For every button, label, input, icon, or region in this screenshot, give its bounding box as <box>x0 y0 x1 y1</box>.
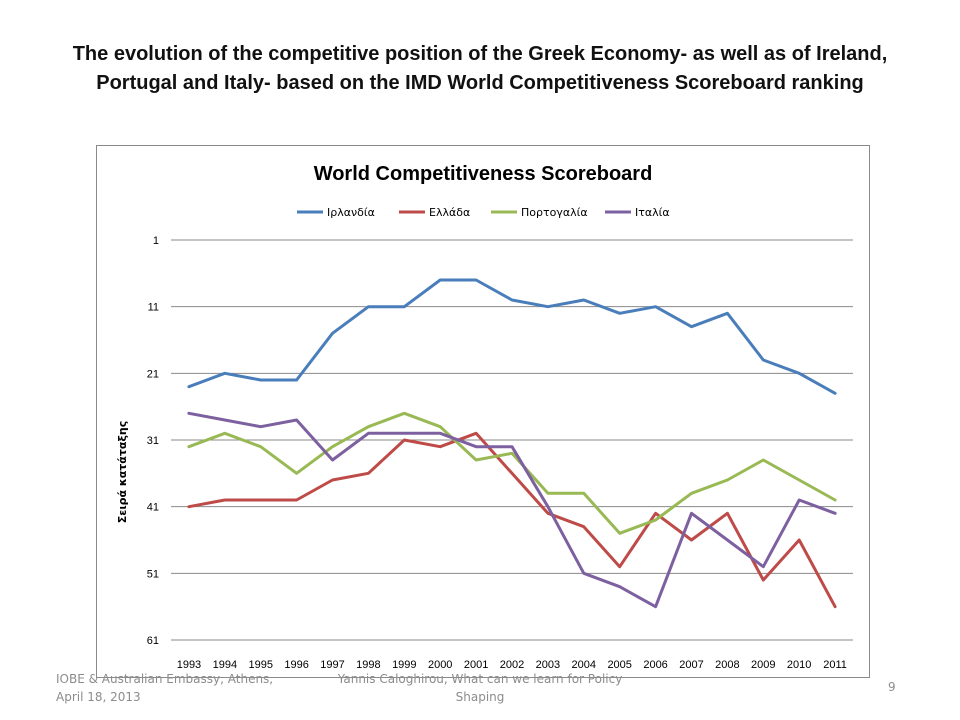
y-axis-title: Σειρά κατάταξης <box>116 421 129 524</box>
x-tick-label: 2002 <box>500 659 524 671</box>
y-tick-label: 11 <box>148 302 159 314</box>
x-tick-label: 1999 <box>392 659 416 671</box>
x-tick-label: 2001 <box>464 659 488 671</box>
y-tick-label: 51 <box>147 568 159 580</box>
legend-label: Ιταλία <box>635 206 670 219</box>
legend-label: Ελλάδα <box>429 206 470 219</box>
page-number: 9 <box>888 680 896 694</box>
y-tick-label: 41 <box>147 502 159 514</box>
series-lines <box>187 278 837 609</box>
legend-label: Πορτογαλία <box>521 206 588 219</box>
x-tick-label: 2005 <box>607 659 631 671</box>
x-axis-ticks: 1993 1994 1995 1996 1997 1998 1999 2000 2001 2002… <box>177 659 847 671</box>
chart-legend: Ιρλανδία Ελλάδα Πορτογαλία Ιταλία <box>297 206 670 219</box>
x-tick-label: 2004 <box>572 659 596 671</box>
x-tick-label: 2009 <box>751 659 775 671</box>
x-tick-label: 1998 <box>356 659 380 671</box>
x-tick-label: 2010 <box>787 659 811 671</box>
y-tick-label: 21 <box>147 368 159 380</box>
x-tick-label: 1994 <box>213 659 237 671</box>
series-line <box>187 431 837 609</box>
slide-title: The evolution of the competitive positio… <box>72 43 888 94</box>
x-tick-label: 2008 <box>715 659 739 671</box>
x-tick-label: 1993 <box>177 659 201 671</box>
chart-title: World Competitiveness Scoreboard <box>314 163 653 185</box>
series-line <box>187 411 837 609</box>
footer-center: Yannis Caloghirou, What can we learn for… <box>337 672 623 704</box>
x-tick-label: 2011 <box>823 659 847 671</box>
x-tick-label: 2000 <box>428 659 452 671</box>
y-tick-label: 31 <box>147 435 159 447</box>
y-tick-label: 61 <box>147 635 159 647</box>
x-tick-label: 1995 <box>248 659 272 671</box>
x-tick-label: 2003 <box>536 659 560 671</box>
y-tick-label: 1 <box>153 235 159 247</box>
x-tick-label: 2006 <box>643 659 667 671</box>
gridlines <box>171 239 853 641</box>
legend-label: Ιρλανδία <box>327 206 375 219</box>
x-tick-label: 1996 <box>284 659 308 671</box>
x-tick-label: 2007 <box>679 659 703 671</box>
footer-left: IOBE & Australian Embassy, Athens, April… <box>56 672 274 704</box>
series-line <box>187 278 837 395</box>
chart-area: World Competitiveness Scoreboard Ιρλανδί… <box>96 145 870 678</box>
series-line <box>187 411 837 535</box>
line-chart: World Competitiveness Scoreboard Ιρλανδί… <box>116 163 853 671</box>
x-tick-label: 1997 <box>320 659 344 671</box>
